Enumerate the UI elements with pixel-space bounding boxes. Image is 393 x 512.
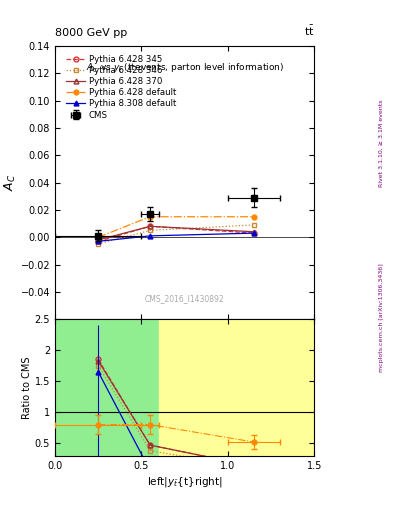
Pythia 6.428 346	[252, 222, 256, 228]
Text: CMS_2016_I1430892: CMS_2016_I1430892	[145, 294, 224, 303]
Pythia 6.428 345	[252, 230, 256, 236]
Pythia 6.428 345	[96, 238, 101, 244]
Text: Rivet 3.1.10, ≥ 3.1M events: Rivet 3.1.10, ≥ 3.1M events	[379, 100, 384, 187]
Text: mcplots.cern.ch [arXiv:1306.3436]: mcplots.cern.ch [arXiv:1306.3436]	[379, 263, 384, 372]
Pythia 8.308 default	[148, 233, 152, 239]
Text: $\mathrm{t\bar{t}}$: $\mathrm{t\bar{t}}$	[304, 24, 314, 38]
Line: Pythia 6.428 default: Pythia 6.428 default	[96, 215, 256, 240]
Pythia 6.428 370	[96, 237, 101, 243]
Pythia 8.308 default	[252, 230, 256, 236]
Text: 8000 GeV pp: 8000 GeV pp	[55, 28, 127, 38]
Line: Pythia 6.428 346: Pythia 6.428 346	[96, 223, 256, 246]
Legend: Pythia 6.428 345, Pythia 6.428 346, Pythia 6.428 370, Pythia 6.428 default, Pyth: Pythia 6.428 345, Pythia 6.428 346, Pyth…	[64, 53, 178, 121]
Text: $A_C$ vs $y_{\bar{t}}$ ($\mathrm{t\bar{t}}$events, parton level information): $A_C$ vs $y_{\bar{t}}$ ($\mathrm{t\bar{t…	[86, 60, 284, 75]
Y-axis label: Ratio to CMS: Ratio to CMS	[22, 356, 32, 419]
Line: Pythia 8.308 default: Pythia 8.308 default	[96, 231, 256, 244]
Pythia 6.428 346	[96, 241, 101, 247]
Pythia 8.308 default	[96, 238, 101, 244]
Pythia 6.428 370	[252, 229, 256, 235]
Pythia 6.428 346	[148, 227, 152, 233]
Line: Pythia 6.428 345: Pythia 6.428 345	[96, 224, 256, 244]
Pythia 6.428 default	[96, 234, 101, 240]
Pythia 6.428 default	[252, 214, 256, 220]
Line: Pythia 6.428 370: Pythia 6.428 370	[96, 224, 256, 242]
Pythia 6.428 default	[148, 214, 152, 220]
X-axis label: left|$y_{\bar{t}}${t}right|: left|$y_{\bar{t}}${t}right|	[147, 475, 222, 489]
Pythia 6.428 345	[148, 223, 152, 229]
Y-axis label: $A_C$: $A_C$	[3, 174, 18, 191]
Pythia 6.428 370	[148, 223, 152, 229]
